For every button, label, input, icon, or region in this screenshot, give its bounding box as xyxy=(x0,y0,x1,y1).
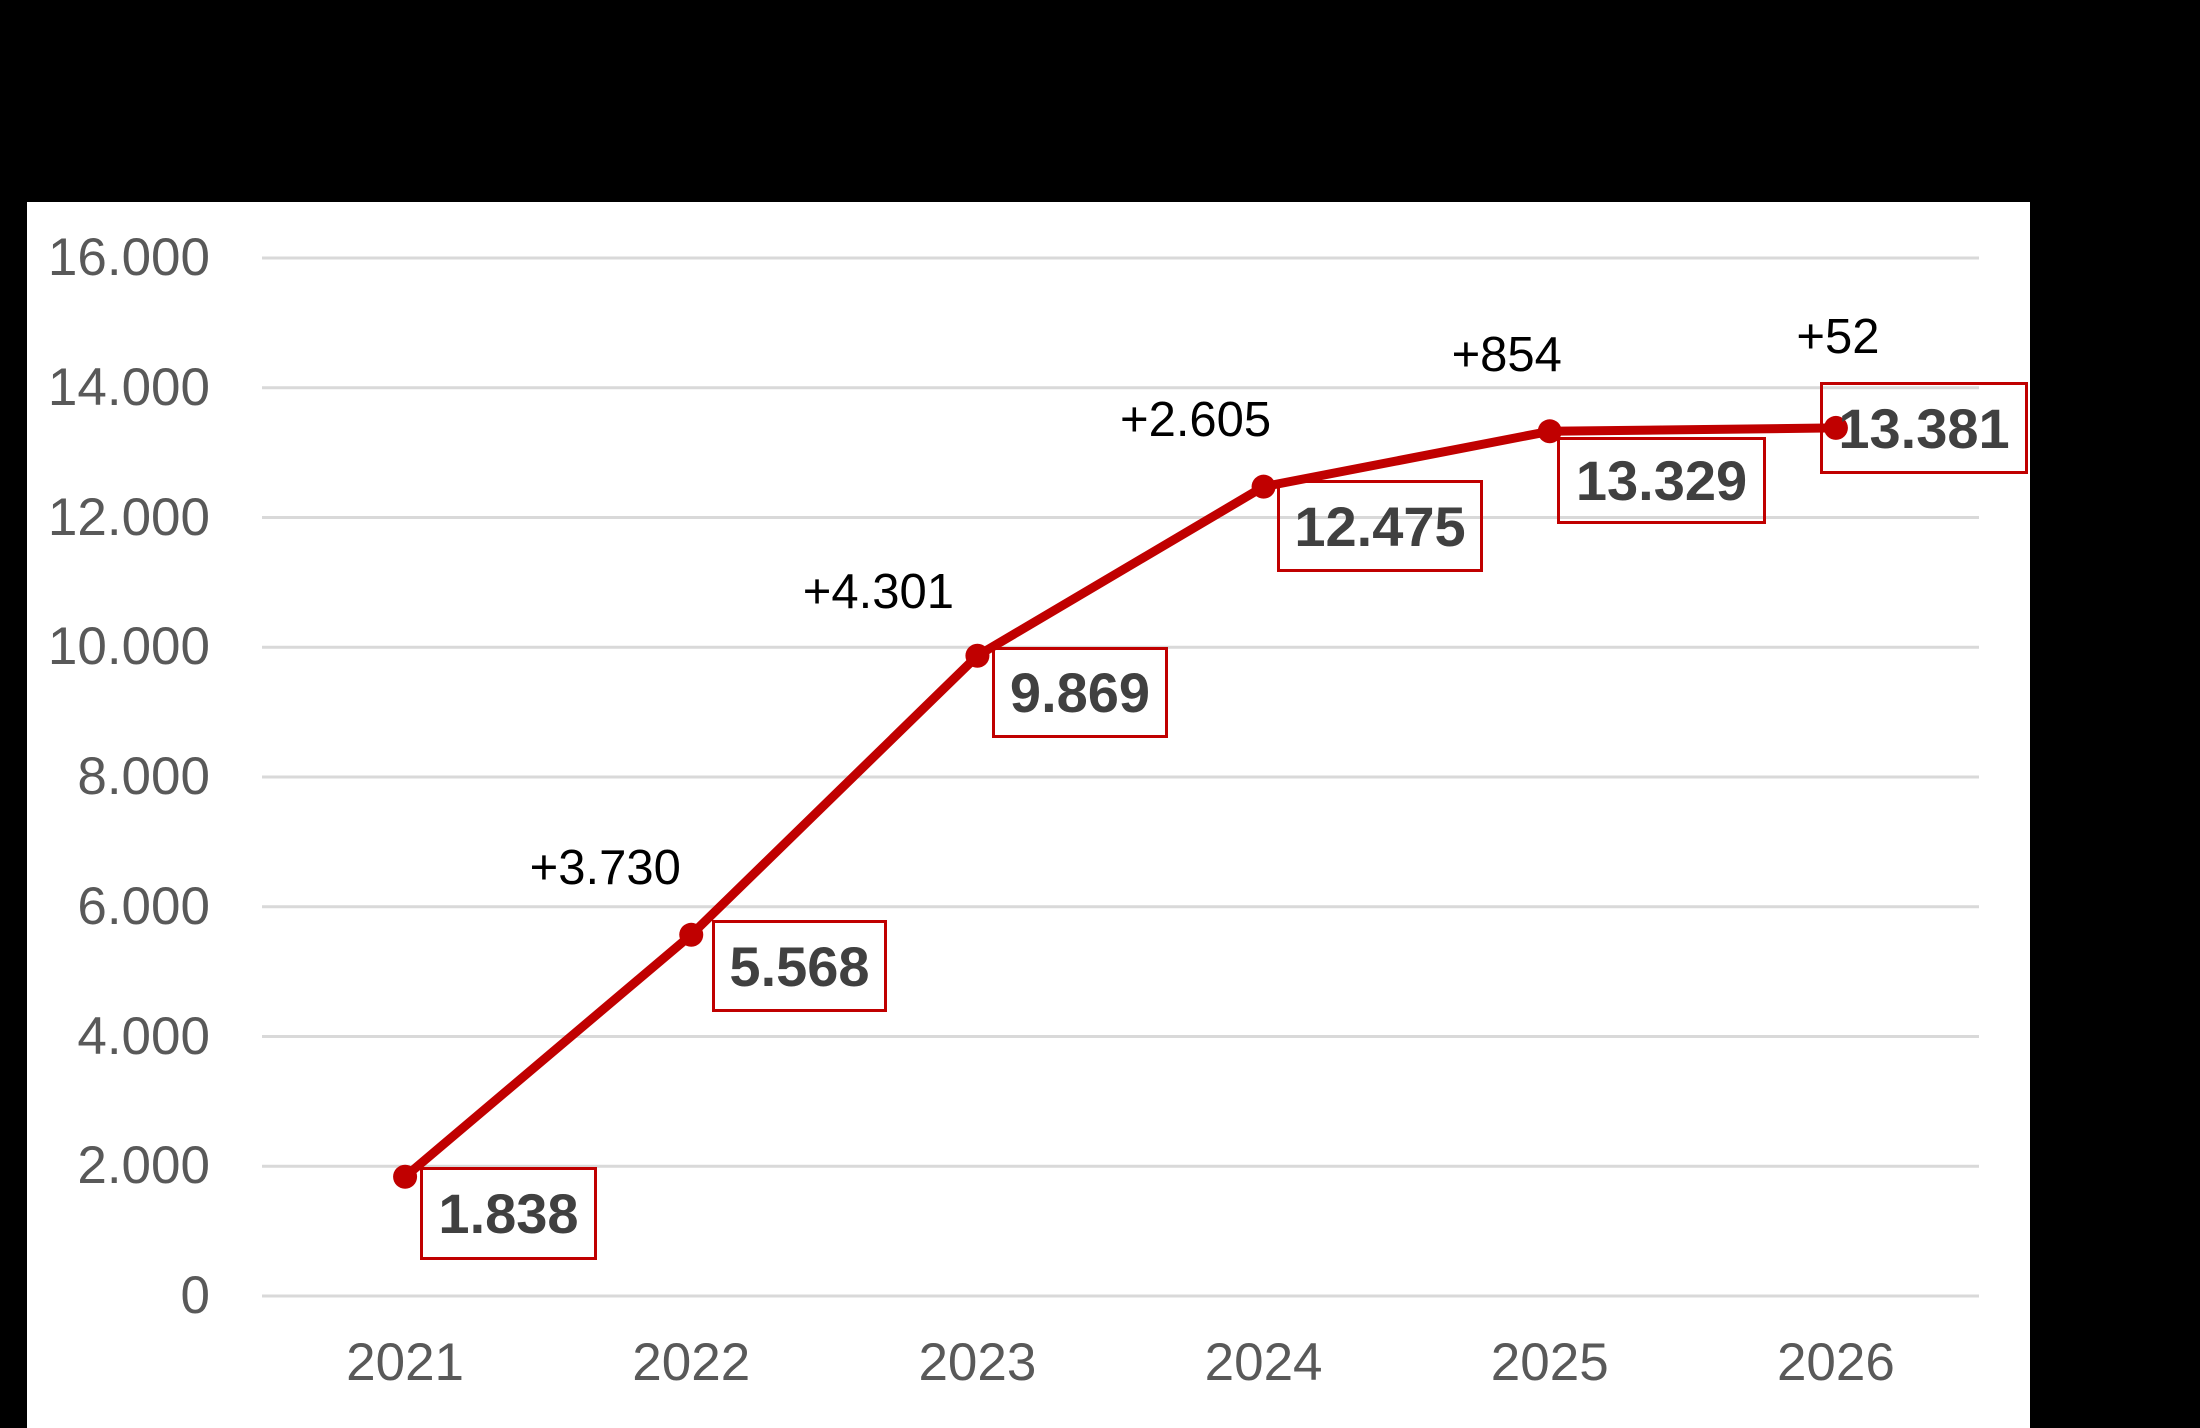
value-label: 9.869 xyxy=(1009,661,1151,724)
delta-label: +2.605 xyxy=(1119,392,1272,447)
x-tick-label: 2026 xyxy=(1776,1333,1895,1392)
x-tick-label: 2022 xyxy=(632,1333,751,1392)
value-label: 13.329 xyxy=(1575,449,1748,512)
x-tick-label: 2023 xyxy=(918,1333,1037,1392)
x-tick-label: 2025 xyxy=(1490,1333,1609,1392)
value-label: 1.838 xyxy=(438,1182,579,1245)
value-label-box: 13.381 xyxy=(1820,382,2028,474)
value-label: 13.381 xyxy=(1838,396,2010,460)
delta-label: +854 xyxy=(1451,328,1562,383)
value-label-box: 5.568 xyxy=(712,920,887,1012)
delta-label: +52 xyxy=(1796,309,1880,364)
x-tick-label: 2024 xyxy=(1204,1333,1323,1392)
y-tick-label: 0 xyxy=(180,1266,210,1325)
delta-label: +3.730 xyxy=(529,840,681,895)
y-tick-label: 12.000 xyxy=(47,487,210,547)
data-line xyxy=(400,423,1841,1182)
y-tick-label: 16.000 xyxy=(47,228,210,287)
value-label-box: 12.475 xyxy=(1277,480,1483,572)
x-tick-label: 2021 xyxy=(346,1333,465,1392)
value-label-box: 9.869 xyxy=(992,647,1168,738)
y-tick-label: 4.000 xyxy=(77,1006,210,1066)
line-chart xyxy=(262,256,1979,1298)
y-tick-label: 10.000 xyxy=(47,617,210,677)
data-point-marker xyxy=(1251,474,1276,499)
y-tick-label: 6.000 xyxy=(77,876,210,936)
y-tick-label: 2.000 xyxy=(77,1136,210,1196)
delta-label: +4.301 xyxy=(802,564,955,619)
data-point-marker xyxy=(393,1164,418,1189)
y-tick-label: 8.000 xyxy=(77,747,210,806)
value-label-box: 13.329 xyxy=(1557,437,1766,524)
value-label: 12.475 xyxy=(1294,494,1466,558)
data-point-marker xyxy=(1823,415,1848,440)
data-point-marker xyxy=(965,643,990,668)
chart-panel: 0 2.000 4.000 6.000 8.000 10.000 12.000 14.000 1… xyxy=(27,202,2030,1428)
data-point-marker xyxy=(1537,419,1562,444)
value-label-box: 1.838 xyxy=(420,1167,597,1260)
value-label: 5.568 xyxy=(729,934,870,998)
data-point-marker xyxy=(679,922,704,947)
y-tick-label: 14.000 xyxy=(47,357,210,417)
